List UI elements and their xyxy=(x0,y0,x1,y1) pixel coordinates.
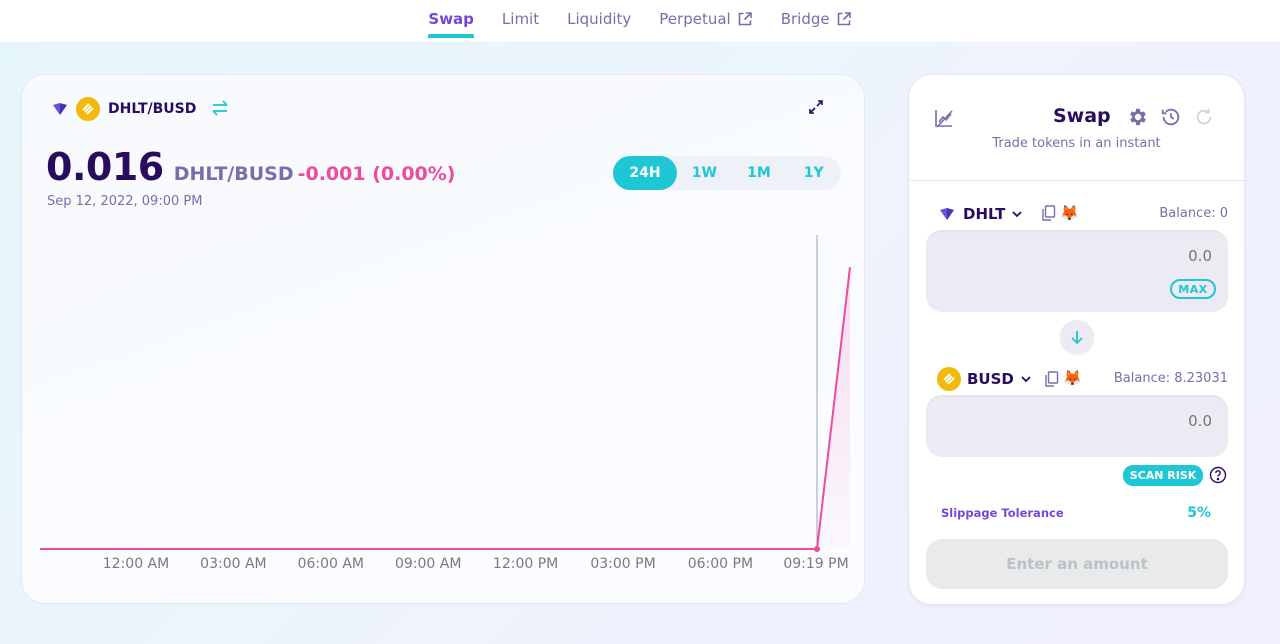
from-balance: Balance: 0 xyxy=(1159,206,1228,221)
expand-icon[interactable] xyxy=(808,99,824,115)
to-balance: Balance: 8.23031 xyxy=(1113,371,1228,386)
price-change: -0.001 (0.00%) xyxy=(297,163,456,185)
dhlt-token-icon xyxy=(940,208,954,220)
busd-token-icon xyxy=(937,367,961,391)
x-tick-label: 12:00 PM xyxy=(493,556,558,572)
time-range-tabs: 24H 1W 1M 1Y xyxy=(613,156,841,190)
nav-bridge[interactable]: Bridge xyxy=(767,0,866,40)
arrow-down-icon xyxy=(1071,331,1083,345)
max-button[interactable]: MAX xyxy=(1170,279,1216,299)
price-pair: DHLT/BUSD xyxy=(173,163,294,185)
chevron-down-icon xyxy=(1021,376,1031,383)
nav-swap[interactable]: Swap xyxy=(414,0,488,40)
scan-risk-button[interactable]: SCAN RISK xyxy=(1123,465,1203,486)
nav-liquidity-label: Liquidity xyxy=(567,10,632,28)
from-amount-box: MAX xyxy=(926,230,1228,312)
external-link-icon xyxy=(738,12,752,26)
swap-subtitle: Trade tokens in an instant xyxy=(992,136,1161,151)
enter-amount-button[interactable]: Enter an amount xyxy=(926,539,1228,589)
to-amount-box xyxy=(926,395,1228,457)
external-link-icon xyxy=(837,12,851,26)
history-icon[interactable] xyxy=(1160,106,1182,128)
nav-bridge-label: Bridge xyxy=(780,10,830,28)
nav-limit-label: Limit xyxy=(501,10,540,28)
metamask-fox-icon[interactable]: 🦊 xyxy=(1063,369,1082,387)
x-tick-label: 03:00 PM xyxy=(590,556,655,572)
range-tab-24h[interactable]: 24H xyxy=(613,156,677,190)
gear-icon[interactable] xyxy=(1127,106,1149,128)
x-tick-label: 09:19 PM xyxy=(783,556,848,572)
x-tick-label: 06:00 PM xyxy=(688,556,753,572)
range-tab-1y[interactable]: 1Y xyxy=(803,165,824,181)
chart-off-icon[interactable] xyxy=(933,107,955,129)
nav-perpetual-label: Perpetual xyxy=(659,10,731,28)
nav-liquidity[interactable]: Liquidity xyxy=(553,0,645,40)
top-nav: Swap Limit Liquidity Perpetual Bridge xyxy=(0,0,1280,42)
price-value: 0.016 xyxy=(46,145,164,189)
price-date: Sep 12, 2022, 09:00 PM xyxy=(47,194,203,209)
from-token-selector[interactable]: DHLT xyxy=(937,204,1023,224)
pair-header: DHLT/BUSD xyxy=(50,97,196,121)
busd-token-icon xyxy=(76,97,100,121)
copy-icon[interactable] xyxy=(1041,205,1056,221)
to-amount-input[interactable] xyxy=(1010,411,1214,431)
refresh-icon[interactable] xyxy=(1193,106,1215,128)
swap-header: Swap Trade tokens in an instant xyxy=(909,75,1244,181)
x-tick-label: 06:00 AM xyxy=(298,556,364,572)
range-tab-1m[interactable]: 1M xyxy=(747,165,771,181)
metamask-fox-icon[interactable]: 🦊 xyxy=(1060,204,1079,222)
nav-perpetual[interactable]: Perpetual xyxy=(645,0,766,40)
chevron-down-icon xyxy=(1012,211,1022,218)
swap-pair-icon[interactable] xyxy=(210,99,230,117)
to-token-selector[interactable]: BUSD xyxy=(937,367,1032,391)
pair-label: DHLT/BUSD xyxy=(108,101,197,117)
swap-card: Swap Trade tokens in an instant DHLT 🦊 B… xyxy=(908,74,1245,605)
x-tick-label: 03:00 AM xyxy=(200,556,266,572)
range-tab-1w[interactable]: 1W xyxy=(691,165,717,181)
help-icon[interactable] xyxy=(1209,466,1227,484)
chart-point xyxy=(814,546,820,552)
price-row: 0.016 DHLT/BUSD -0.001 (0.00%) xyxy=(46,145,456,189)
x-tick-label: 12:00 AM xyxy=(103,556,169,572)
price-chart-card: DHLT/BUSD 0.016 DHLT/BUSD -0.001 (0.00%)… xyxy=(21,74,865,604)
slippage-label: Slippage Tolerance xyxy=(941,506,1064,520)
to-token-name: BUSD xyxy=(967,370,1014,388)
from-amount-input[interactable] xyxy=(1010,246,1214,266)
nav-limit[interactable]: Limit xyxy=(488,0,553,40)
copy-icon[interactable] xyxy=(1044,371,1059,387)
chart-series-line xyxy=(40,267,851,550)
price-chart: 12:00 AM 03:00 AM 06:00 AM 09:00 AM 12:00 PM… xyxy=(40,235,851,572)
nav-swap-label: Swap xyxy=(428,10,474,28)
swap-title: Swap xyxy=(1053,105,1111,127)
x-tick-label: 09:00 AM xyxy=(395,556,461,572)
dhlt-token-icon xyxy=(53,103,67,115)
from-token-name: DHLT xyxy=(963,205,1006,223)
slippage-value[interactable]: 5% xyxy=(1187,505,1211,521)
switch-tokens-button[interactable] xyxy=(1060,320,1094,354)
